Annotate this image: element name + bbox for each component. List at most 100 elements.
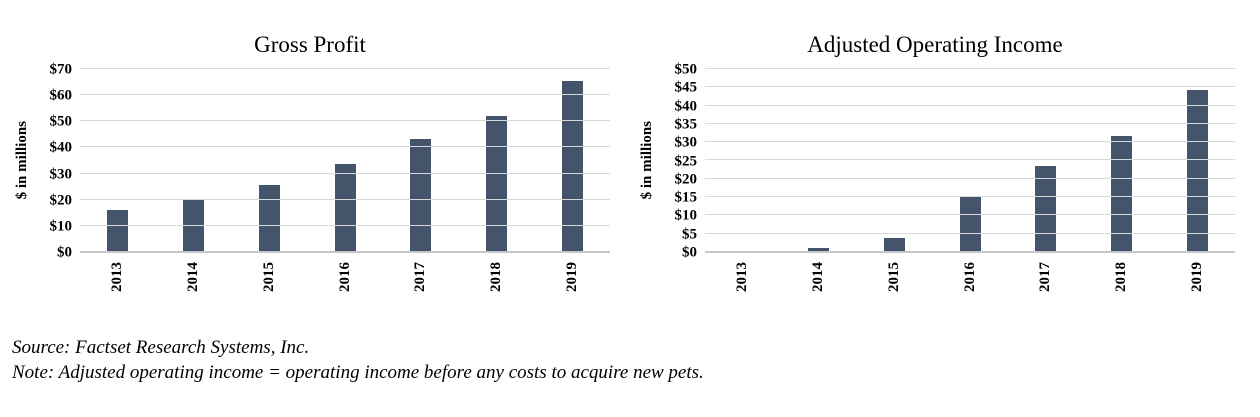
plot-column: 2013 2014 2015 2016 2017 2018 2019 xyxy=(705,68,1235,305)
gridline xyxy=(705,68,1235,69)
x-axis-labels: 2013 2014 2015 2016 2017 2018 2019 xyxy=(80,253,610,305)
chart-body: $ in millions $50 $45 $40 $35 $30 $25 $20 $15 $1… xyxy=(635,62,1235,305)
y-tick-label: $60 xyxy=(49,87,73,104)
chart-body: $ in millions $70 $60 $50 $40 $30 $20 $10 $0 20… xyxy=(10,62,610,305)
y-axis-title: $ in millions xyxy=(10,68,34,253)
gridline xyxy=(705,233,1235,234)
adjusted-operating-income-chart: Adjusted Operating Income $ in millions … xyxy=(635,30,1235,305)
x-label-slot: 2019 xyxy=(1159,262,1235,305)
bar-slot xyxy=(80,68,156,251)
x-label-slot: 2016 xyxy=(307,262,383,305)
bar-2019 xyxy=(1186,89,1208,251)
x-label-slot: 2017 xyxy=(1008,262,1084,305)
x-label-slot: 2019 xyxy=(534,262,610,305)
x-label-2015: 2015 xyxy=(885,262,902,292)
bar-slot xyxy=(1159,68,1235,251)
gridline xyxy=(705,86,1235,87)
x-label-2019: 2019 xyxy=(563,262,580,292)
y-tick-label: $30 xyxy=(49,166,73,183)
bar-slot xyxy=(1084,68,1160,251)
bar-2013 xyxy=(107,209,129,251)
x-label-2019: 2019 xyxy=(1188,262,1205,292)
gridline xyxy=(80,199,610,200)
y-tick-label: $70 xyxy=(49,61,73,78)
gridline xyxy=(705,123,1235,124)
x-label-slot: 2014 xyxy=(156,262,232,305)
y-tick-label: $45 xyxy=(674,79,698,96)
y-tick-label: $15 xyxy=(674,189,698,206)
y-tick-label: $10 xyxy=(49,218,73,235)
y-tick-label: $30 xyxy=(674,134,698,151)
x-axis-labels: 2013 2014 2015 2016 2017 2018 2019 xyxy=(705,253,1235,305)
bar-2016 xyxy=(334,163,356,251)
y-tick-label: $40 xyxy=(49,139,73,156)
x-label-2015: 2015 xyxy=(260,262,277,292)
x-label-2014: 2014 xyxy=(810,262,827,292)
x-label-2016: 2016 xyxy=(336,262,353,292)
x-label-2017: 2017 xyxy=(412,262,429,292)
bar-slot xyxy=(932,68,1008,251)
x-label-slot: 2016 xyxy=(932,262,1008,305)
gridline xyxy=(705,178,1235,179)
bar-slot xyxy=(1008,68,1084,251)
bar-2014 xyxy=(808,248,830,251)
gridline xyxy=(80,225,610,226)
x-label-2018: 2018 xyxy=(1112,262,1129,292)
y-tick-label: $50 xyxy=(49,113,73,130)
gridline xyxy=(705,196,1235,197)
y-axis-title: $ in millions xyxy=(635,68,659,253)
gridline xyxy=(80,146,610,147)
bar-slot xyxy=(856,68,932,251)
y-tick-label: $25 xyxy=(674,153,698,169)
y-tick-label: $10 xyxy=(674,207,698,224)
gridline xyxy=(80,173,610,174)
y-tick-label: $20 xyxy=(674,171,698,188)
plot-area xyxy=(705,68,1235,253)
x-label-slot: 2018 xyxy=(1084,262,1160,305)
footer: Source: Factset Research Systems, Inc. N… xyxy=(12,335,1260,385)
bar-slot xyxy=(156,68,232,251)
gridline xyxy=(705,141,1235,142)
y-tick-labels: $50 $45 $40 $35 $30 $25 $20 $15 $10 $5 $0 xyxy=(659,62,705,260)
bar-2018 xyxy=(485,115,507,251)
y-tick-label: $50 xyxy=(674,61,698,78)
plot-area xyxy=(80,68,610,253)
x-label-2013: 2013 xyxy=(734,262,751,292)
gridline xyxy=(80,94,610,95)
bar-slot xyxy=(781,68,857,251)
y-tick-label: $40 xyxy=(674,98,698,115)
bar-2015 xyxy=(883,238,905,251)
x-label-slot: 2014 xyxy=(781,262,857,305)
source-text: Source: Factset Research Systems, Inc. xyxy=(12,337,310,358)
bar-slot xyxy=(231,68,307,251)
x-label-slot: 2013 xyxy=(80,262,156,305)
bars xyxy=(705,68,1235,251)
x-label-2017: 2017 xyxy=(1037,262,1054,292)
chart-title: Gross Profit xyxy=(254,32,366,57)
y-tick-label: $5 xyxy=(682,226,697,243)
x-label-2013: 2013 xyxy=(109,262,126,292)
gridline xyxy=(705,159,1235,160)
bars xyxy=(80,68,610,251)
bar-2016 xyxy=(959,196,981,251)
gridline xyxy=(705,105,1235,106)
chart-title: Adjusted Operating Income xyxy=(807,32,1063,57)
note-text: Note: Adjusted operating income = operat… xyxy=(12,362,704,383)
bar-2018 xyxy=(1110,135,1132,251)
x-label-2018: 2018 xyxy=(487,262,504,292)
plot-column: 2013 2014 2015 2016 2017 2018 2019 xyxy=(80,68,610,305)
y-axis-title-text: $ in millions xyxy=(13,121,30,200)
bar-2015 xyxy=(258,184,280,251)
charts-row: Gross Profit $ in millions $70 $60 $50 $40 $… xyxy=(0,30,1260,305)
x-label-slot: 2018 xyxy=(459,262,535,305)
bar-2017 xyxy=(1035,165,1057,251)
gridline xyxy=(80,68,610,69)
bar-slot xyxy=(534,68,610,251)
x-label-slot: 2015 xyxy=(231,262,307,305)
x-label-2016: 2016 xyxy=(961,262,978,292)
bar-2017 xyxy=(410,139,432,251)
gross-profit-chart: Gross Profit $ in millions $70 $60 $50 $40 $… xyxy=(10,30,610,305)
y-tick-label: $35 xyxy=(674,116,698,133)
bar-slot xyxy=(459,68,535,251)
